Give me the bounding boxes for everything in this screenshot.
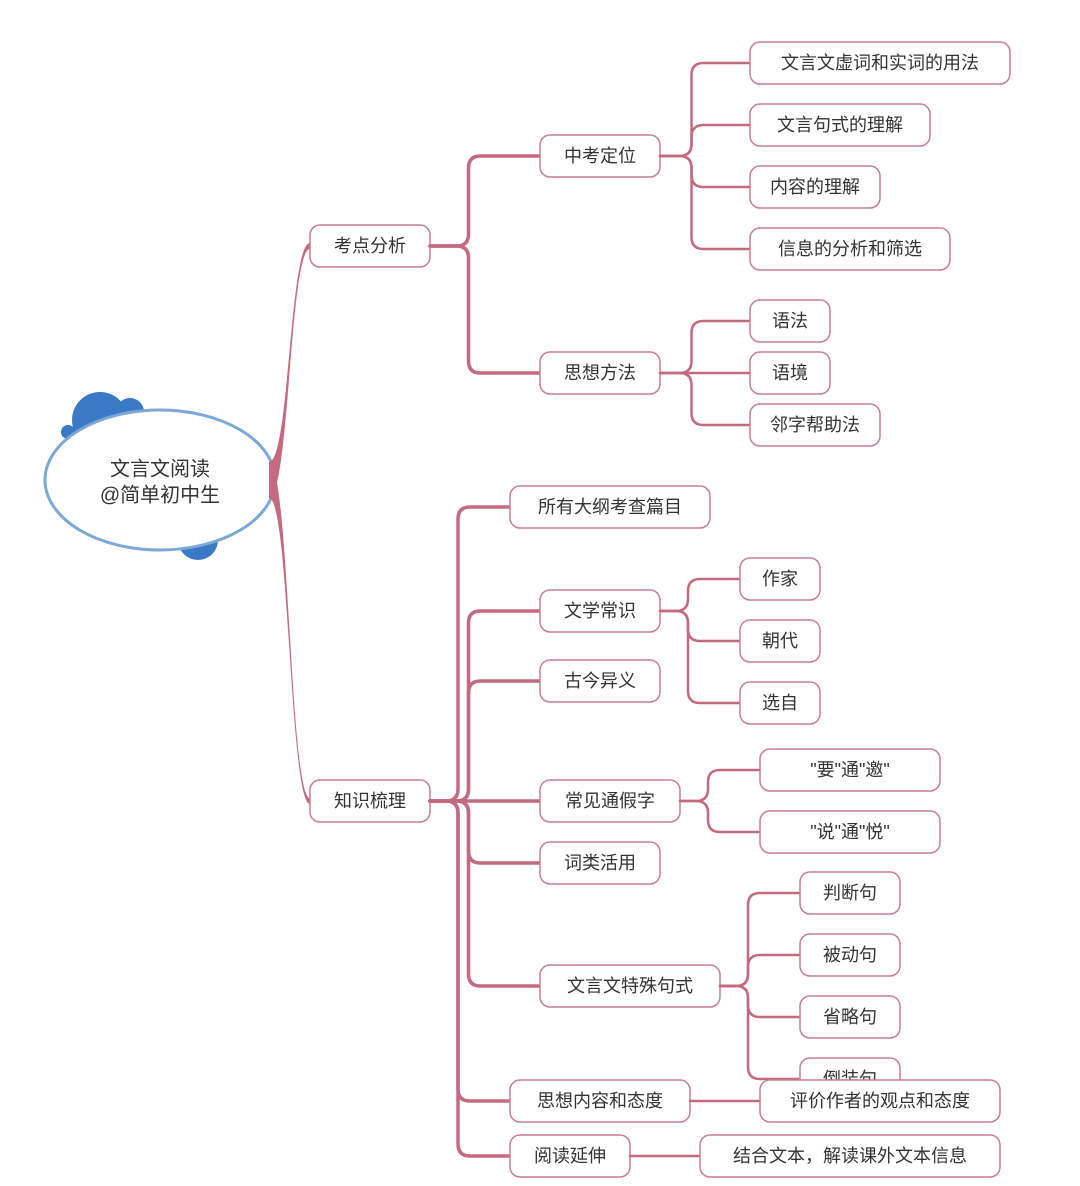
level2-node-label: 文言文特殊句式	[567, 976, 693, 996]
connector	[660, 63, 750, 156]
level3-node-label: "说"通"悦"	[810, 822, 890, 842]
level3-node: 选自	[740, 682, 820, 724]
connector	[720, 955, 800, 986]
level3-node: 作家	[740, 558, 820, 600]
level2-node: 词类活用	[540, 842, 660, 884]
level2-node: 思想内容和态度	[510, 1080, 690, 1122]
level3-node: "说"通"悦"	[760, 811, 940, 853]
level3-node-label: 结合文本，解读课外文本信息	[733, 1146, 967, 1166]
level2-node-label: 阅读延伸	[534, 1146, 606, 1166]
level2-node-label: 词类活用	[564, 853, 636, 873]
level1-node-label: 知识梳理	[334, 791, 406, 811]
level2-node: 思想方法	[540, 352, 660, 394]
level3-node: 内容的理解	[750, 166, 880, 208]
level3-node-label: "要"通"邀"	[810, 760, 890, 780]
level2-node: 所有大纲考查篇目	[510, 486, 710, 528]
connector	[660, 156, 750, 249]
level2-node-label: 所有大纲考查篇目	[538, 497, 682, 517]
level3-node: 评价作者的观点和态度	[760, 1080, 1000, 1122]
connector	[430, 611, 540, 801]
level3-node: 语境	[750, 352, 830, 394]
level3-node: 语法	[750, 300, 830, 342]
level2-node: 文学常识	[540, 590, 660, 632]
level2-node: 中考定位	[540, 135, 660, 177]
level3-node-label: 文言文虚词和实词的用法	[781, 53, 979, 73]
level3-node-label: 邻字帮助法	[770, 415, 860, 435]
connector	[660, 611, 740, 641]
level3-node: 朝代	[740, 620, 820, 662]
root-title-2: @简单初中生	[100, 483, 220, 506]
trunk-branch	[269, 462, 310, 804]
connector	[660, 611, 740, 703]
level1-node: 考点分析	[310, 225, 430, 267]
connector	[660, 156, 750, 187]
level2-node: 阅读延伸	[510, 1135, 630, 1177]
level3-node-label: 判断句	[823, 883, 877, 903]
connector	[430, 681, 540, 801]
level3-node-label: 选自	[762, 693, 798, 713]
connector	[660, 579, 740, 611]
root-title-1: 文言文阅读	[110, 457, 210, 480]
level3-node: 文言句式的理解	[750, 104, 930, 146]
level2-node-label: 中考定位	[564, 146, 636, 166]
connector	[720, 986, 800, 1017]
level3-node: 结合文本，解读课外文本信息	[700, 1135, 1000, 1177]
level1-node: 知识梳理	[310, 780, 430, 822]
level2-node-label: 常见通假字	[565, 791, 655, 811]
level3-node: 省略句	[800, 996, 900, 1038]
connector	[720, 893, 800, 986]
level2-node-label: 思想内容和态度	[537, 1091, 663, 1111]
level3-node-label: 作家	[762, 569, 798, 589]
connector	[660, 321, 750, 373]
level3-node: "要"通"邀"	[760, 749, 940, 791]
level3-node-label: 语境	[772, 363, 808, 383]
level3-node-label: 朝代	[762, 631, 798, 651]
connector	[680, 801, 760, 832]
connector	[430, 246, 540, 373]
mindmap-svg: 文言文阅读 @简单初中生 考点分析 中考定位 文言文虚词和实词的用法文言句式的理解内容的…	[0, 0, 1080, 1186]
connector	[660, 373, 750, 425]
level2-node-label: 思想方法	[564, 363, 636, 383]
level3-node-label: 信息的分析和筛选	[778, 239, 922, 259]
level3-node-label: 文言句式的理解	[777, 115, 903, 135]
level3-node-label: 被动句	[823, 945, 877, 965]
level3-node: 邻字帮助法	[750, 404, 880, 446]
level3-node-label: 内容的理解	[770, 177, 860, 197]
connector	[680, 770, 760, 801]
level2-node-label: 文学常识	[564, 601, 636, 621]
connector	[720, 986, 800, 1079]
connector	[430, 801, 540, 986]
level3-node-label: 语法	[772, 311, 808, 331]
level3-node-label: 评价作者的观点和态度	[790, 1091, 970, 1111]
connector	[430, 156, 540, 246]
level2-node: 常见通假字	[540, 780, 680, 822]
level1-node-label: 考点分析	[334, 236, 406, 256]
level3-node: 文言文虚词和实词的用法	[750, 42, 1010, 84]
connector	[660, 125, 750, 156]
trunk-branch	[269, 243, 310, 498]
connector	[430, 801, 540, 863]
level3-node: 被动句	[800, 934, 900, 976]
level2-node: 文言文特殊句式	[540, 965, 720, 1007]
level2-node-label: 古今异义	[564, 671, 636, 691]
level2-node: 古今异义	[540, 660, 660, 702]
level3-node: 判断句	[800, 872, 900, 914]
level3-node: 信息的分析和筛选	[750, 228, 950, 270]
level3-node-label: 省略句	[823, 1007, 877, 1027]
